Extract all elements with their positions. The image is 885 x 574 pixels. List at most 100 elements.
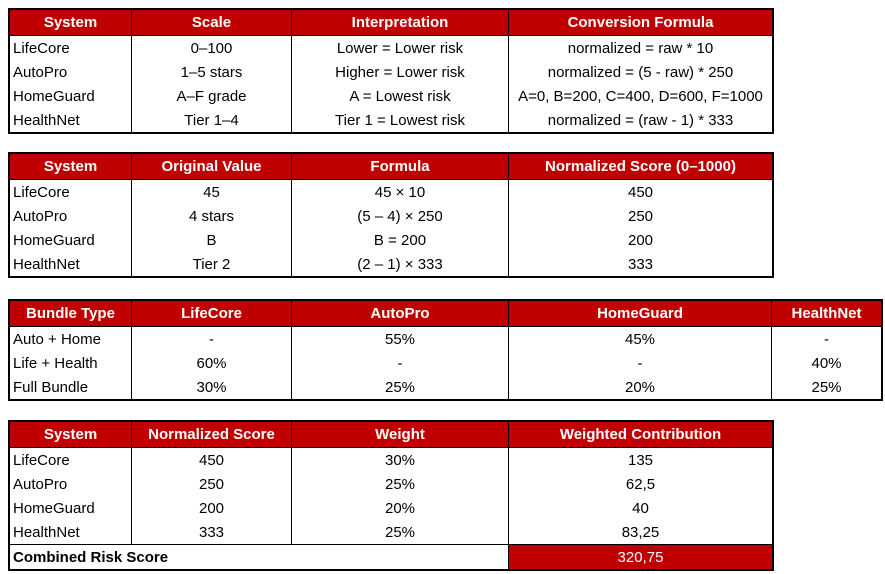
- column-header: LifeCore: [132, 301, 292, 327]
- table-row: HomeGuard 200 20% 40: [10, 496, 772, 520]
- table-cell: 45 × 10: [292, 180, 509, 204]
- table-cell: 333: [132, 520, 292, 544]
- table-row: AutoPro 250 25% 62,5: [10, 472, 772, 496]
- table-header-row: System Original Value Formula Normalized Sc…: [10, 154, 772, 180]
- column-header: System: [10, 154, 132, 180]
- table-cell: HealthNet: [10, 252, 132, 276]
- header-row: Bundle Type LifeCore AutoPro HomeGuard Healt…: [10, 301, 881, 327]
- table-cell: 25%: [811, 378, 842, 396]
- table-row: Auto + Home -55% 45% -: [10, 327, 881, 351]
- table-header-row: System Normalized Score Weight Weighted Con…: [10, 422, 772, 448]
- table-cell: normalized = (raw - 1) * 333: [547, 111, 734, 129]
- column-header: Original Value: [132, 154, 292, 180]
- table-cell: 135: [627, 451, 654, 469]
- table-cell: 250: [132, 472, 292, 496]
- column-header: HomeGuard: [509, 301, 772, 327]
- table-cell: HealthNet: [10, 520, 132, 544]
- table-cell: Full Bundle: [10, 375, 132, 399]
- table-row: HealthNet Tier 1–4 Tier 1 = Lowest risk nor…: [10, 108, 772, 132]
- table-cell: (2 – 1) × 333: [292, 252, 509, 276]
- table-cell: 333: [627, 255, 654, 273]
- table-cell: Life + Health: [10, 351, 132, 375]
- table-cell: Lower = Lower risk: [292, 36, 509, 60]
- weighted-contribution-table: System Normalized Score Weight Weighted Con…: [8, 420, 774, 571]
- table-cell: -: [292, 351, 509, 375]
- table-row: LifeCore 0–100 Lower = Lower risk normalize…: [10, 36, 772, 60]
- table-cell: Tier 1 = Lowest risk: [292, 108, 509, 132]
- table-cell: 0–100: [132, 36, 292, 60]
- table-header-row: Bundle Type LifeCore AutoPro HomeGuard Healt…: [10, 301, 881, 327]
- table-cell: -: [509, 351, 772, 375]
- table-row: HealthNet Tier 2 (2 – 1) × 333 333: [10, 252, 772, 276]
- column-header: System: [10, 422, 132, 448]
- table-cell: 45: [132, 180, 292, 204]
- table-row: Life + Health 60% - -40%: [10, 351, 881, 375]
- table-cell: 40%: [811, 354, 842, 372]
- combined-score-value: 320,75: [509, 544, 772, 569]
- table-cell: 25%: [292, 375, 509, 399]
- system-scales-table: System Scale Interpretation Conversion Form…: [8, 8, 774, 134]
- table-cell: 45%: [509, 327, 772, 351]
- table-body: LifeCore 45 45 × 10 450 AutoPro 4 stars (5 – 4…: [10, 180, 772, 276]
- table-cell: A = Lowest risk: [292, 84, 509, 108]
- table-row: LifeCore 450 30% 135: [10, 448, 772, 472]
- table-cell: 450: [627, 183, 654, 201]
- header-row: System Original Value Formula Normalized Sc…: [10, 154, 772, 180]
- table-row: HealthNet 333 25% 83,25: [10, 520, 772, 544]
- table-cell: (5 – 4) × 250: [292, 204, 509, 228]
- table-row: LifeCore 45 45 × 10 450: [10, 180, 772, 204]
- table-cell: 450: [132, 448, 292, 472]
- table-cell: -: [132, 327, 292, 351]
- table-cell: 20%: [292, 496, 509, 520]
- table-cell: LifeCore: [10, 36, 132, 60]
- table-cell: 83,25: [621, 523, 660, 541]
- column-header: Weight: [292, 422, 509, 448]
- table-body: LifeCore 0–100 Lower = Lower risk normalize…: [10, 36, 772, 132]
- combined-score-label: Combined Risk Score: [10, 544, 509, 569]
- table-cell: Auto + Home: [10, 327, 132, 351]
- table-cell: B = 200: [292, 228, 509, 252]
- table-cell: 25%: [292, 472, 509, 496]
- table-footer: Combined Risk Score 320,75: [10, 544, 772, 569]
- table-body: LifeCore 450 30% 135 AutoPro 250 25% 62,5 HomeGu…: [10, 448, 772, 544]
- bundle-weights-table: Bundle Type LifeCore AutoPro HomeGuard Healt…: [8, 299, 883, 401]
- table-cell: AutoPro: [10, 204, 132, 228]
- total-row: Combined Risk Score 320,75: [10, 544, 772, 569]
- table-cell: 200: [627, 231, 654, 249]
- table-row: HomeGuard A–F grade A = Lowest risk A=0, B=…: [10, 84, 772, 108]
- column-header: AutoPro: [292, 301, 509, 327]
- table-body: Auto + Home -55% 45% - Life + Health 60% - -40%…: [10, 327, 881, 399]
- normalization-examples-table: System Original Value Formula Normalized Sc…: [8, 152, 774, 278]
- table-cell: 250: [627, 207, 654, 225]
- table-cell: AutoPro: [10, 472, 132, 496]
- table-cell: 200: [132, 496, 292, 520]
- column-header: Interpretation: [292, 10, 509, 36]
- table-cell: 30%: [292, 448, 509, 472]
- header-row: System Normalized Score Weight Weighted Con…: [10, 422, 772, 448]
- column-header: Normalized Score (0–1000): [509, 154, 772, 180]
- table-cell: 20%: [509, 375, 772, 399]
- table-row: HomeGuard B B = 200 200: [10, 228, 772, 252]
- table-cell: 62,5: [625, 475, 656, 493]
- table-cell: B: [132, 228, 292, 252]
- table-row: AutoPro 4 stars (5 – 4) × 250 250: [10, 204, 772, 228]
- table-header-row: System Scale Interpretation Conversion Form…: [10, 10, 772, 36]
- table-cell: 40: [632, 499, 649, 517]
- column-header: Scale: [132, 10, 292, 36]
- table-cell: Tier 2: [132, 252, 292, 276]
- column-header: HealthNet: [772, 301, 881, 327]
- table-cell: normalized = raw * 10: [567, 39, 714, 57]
- table-cell: LifeCore: [10, 180, 132, 204]
- column-header: Normalized Score: [132, 422, 292, 448]
- table-cell: HealthNet: [10, 108, 132, 132]
- table-cell: LifeCore: [10, 448, 132, 472]
- table-cell: HomeGuard: [10, 84, 132, 108]
- table-cell: normalized = (5 - raw) * 250: [547, 63, 734, 81]
- table-cell: 55%: [292, 327, 509, 351]
- table-cell: AutoPro: [10, 60, 132, 84]
- table-cell: -: [824, 330, 829, 348]
- column-header: Conversion Formula: [509, 10, 772, 36]
- header-row: System Scale Interpretation Conversion Form…: [10, 10, 772, 36]
- table-cell: 1–5 stars: [132, 60, 292, 84]
